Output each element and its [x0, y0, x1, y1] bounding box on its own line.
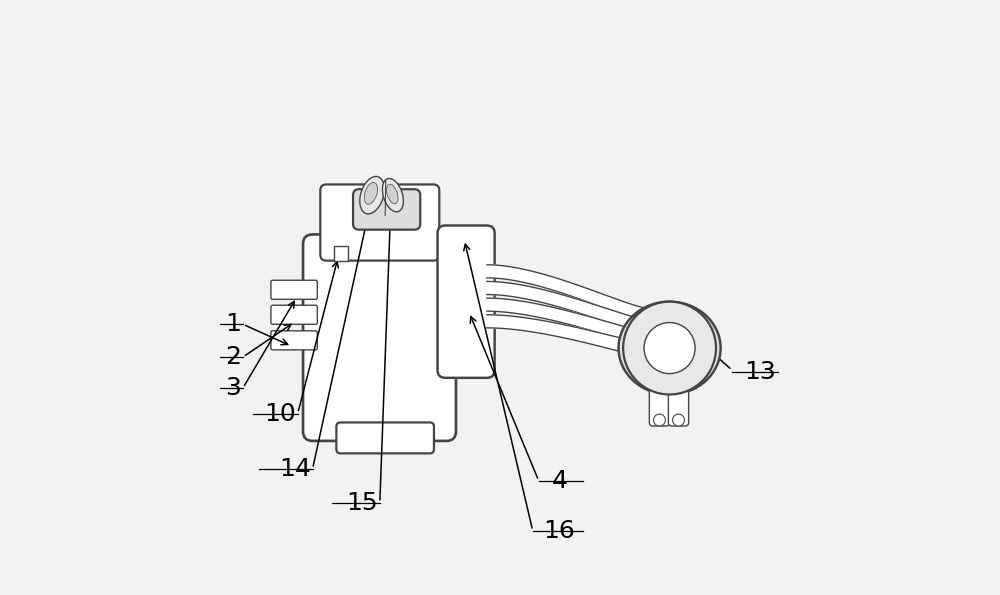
FancyBboxPatch shape [271, 305, 317, 324]
Bar [334, 246, 348, 261]
FancyBboxPatch shape [320, 184, 439, 261]
Ellipse shape [360, 177, 384, 214]
Text: 4: 4 [551, 469, 567, 493]
Polygon shape [487, 281, 646, 334]
Ellipse shape [619, 302, 721, 394]
Circle shape [673, 414, 684, 426]
Text: 15: 15 [346, 491, 378, 515]
Circle shape [623, 302, 716, 394]
Ellipse shape [364, 183, 378, 204]
FancyBboxPatch shape [271, 280, 317, 299]
Polygon shape [487, 298, 646, 346]
Circle shape [654, 414, 665, 426]
FancyBboxPatch shape [649, 380, 670, 426]
Ellipse shape [382, 178, 403, 212]
Text: 16: 16 [544, 519, 575, 543]
FancyBboxPatch shape [271, 331, 317, 350]
Text: 13: 13 [745, 360, 776, 384]
Text: 1: 1 [226, 312, 241, 336]
FancyBboxPatch shape [353, 189, 420, 230]
Ellipse shape [387, 184, 398, 203]
Text: 2: 2 [225, 345, 241, 369]
FancyBboxPatch shape [336, 422, 434, 453]
FancyBboxPatch shape [438, 226, 495, 378]
Circle shape [644, 322, 695, 374]
Polygon shape [487, 265, 646, 322]
FancyBboxPatch shape [668, 380, 689, 426]
Text: 3: 3 [226, 376, 241, 400]
Text: 10: 10 [264, 402, 296, 425]
Text: 14: 14 [279, 457, 311, 481]
FancyBboxPatch shape [303, 234, 456, 441]
Polygon shape [487, 315, 646, 358]
